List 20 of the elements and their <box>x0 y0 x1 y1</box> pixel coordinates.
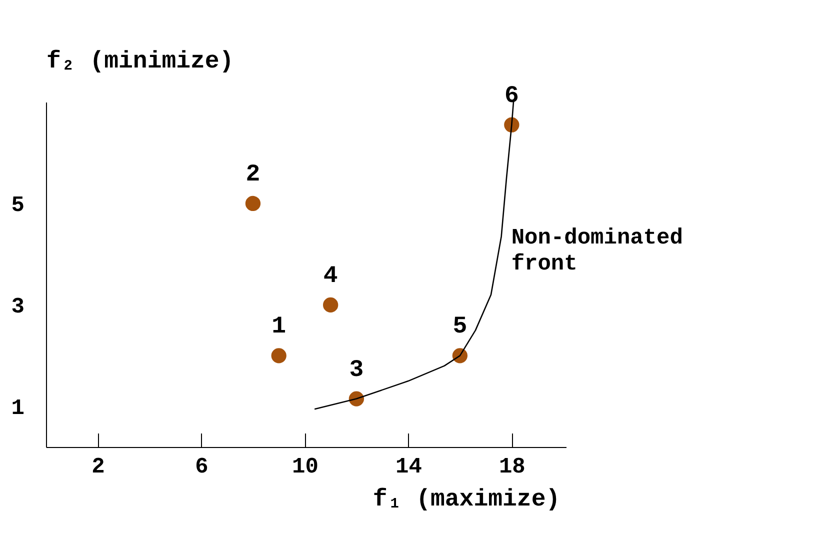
annotation: 6 <box>504 82 519 110</box>
point <box>245 196 261 212</box>
y-tick-label: 3 <box>11 294 24 320</box>
y-axis-title: f₂ (minimize) <box>46 48 234 76</box>
annotation: 1 <box>272 314 286 341</box>
annotation: 3 <box>349 356 364 384</box>
x-tick-label: 14 <box>395 454 422 480</box>
annotation: 2 <box>246 161 260 188</box>
point <box>322 297 338 313</box>
annotation: 4 <box>323 262 338 290</box>
x-tick-label: 18 <box>498 454 526 480</box>
series-label: Non-dominated front <box>511 225 683 276</box>
y-tick-label: 1 <box>11 396 24 421</box>
point <box>271 348 286 364</box>
annotation: 5 <box>452 314 468 341</box>
y-tick-label: 5 <box>11 192 24 218</box>
x-tick-label: 2 <box>92 454 105 480</box>
x-tick-label: 6 <box>195 454 208 480</box>
x-axis-title: f₁ (maximize) <box>372 486 560 514</box>
x-tick-label: 10 <box>292 454 318 480</box>
